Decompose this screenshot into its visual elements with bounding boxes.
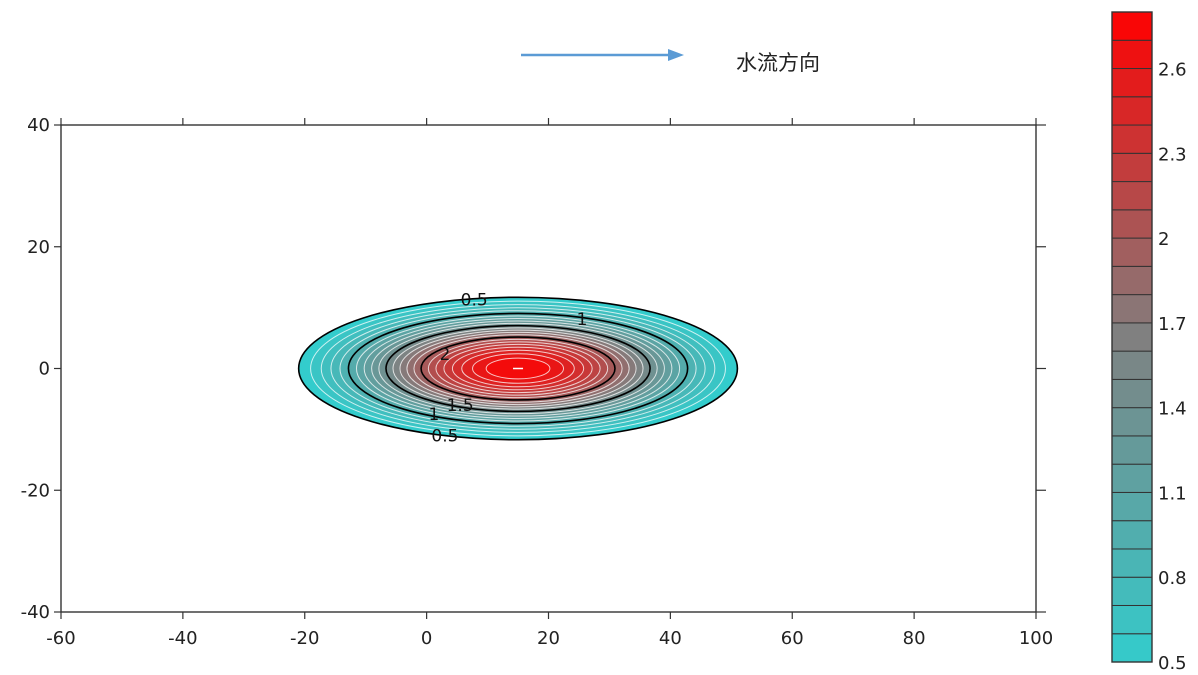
colorbar-segment [1111, 11, 1153, 41]
colorbar-segment [1111, 209, 1153, 239]
colorbar-segment [1111, 576, 1153, 606]
y-tick-label: -40 [21, 602, 50, 623]
x-tick-label: -60 [46, 628, 75, 649]
y-tick-label: 0 [39, 359, 50, 380]
y-tick-label: 20 [27, 237, 50, 258]
colorbar-tick-label: 2 [1158, 229, 1169, 250]
y-tick-label: -20 [21, 480, 50, 501]
colorbar-tick-label: 1.1 [1158, 483, 1187, 504]
colorbar-frame [1111, 11, 1153, 663]
colorbar-segment [1111, 294, 1153, 324]
colorbar-tick-label: 2.6 [1158, 60, 1187, 81]
x-tick-label: 40 [659, 628, 682, 649]
contour-label: 1 [429, 405, 440, 425]
colorbar-segment [1111, 633, 1153, 663]
colorbar-segment [1111, 378, 1153, 409]
x-tick-label: 20 [537, 628, 560, 649]
colorbar-segment [1111, 265, 1153, 296]
plot-axes: -60 -40 -20 0 20 40 60 80 100 -40 -20 0 20 40 [21, 115, 1054, 649]
contour-label: 2 [439, 345, 450, 365]
colorbar-segment [1111, 39, 1153, 70]
x-tick-label: -40 [168, 628, 197, 649]
colorbar-segment [1111, 124, 1153, 154]
colorbar-segment [1111, 463, 1153, 493]
x-tick-label: 0 [421, 628, 432, 649]
colorbar-segment [1111, 435, 1153, 465]
contour-label: 0.5 [431, 427, 458, 447]
colorbar-segment [1111, 322, 1153, 352]
colorbar-tick-label: 1.7 [1158, 314, 1187, 335]
colorbar: 0.5 0.8 1.1 1.4 1.7 2 2.3 2.6 [1111, 11, 1187, 674]
flow-direction-arrow-icon [521, 49, 684, 61]
colorbar-segment [1111, 350, 1153, 380]
colorbar-segment [1111, 548, 1153, 578]
y-tick-label: 40 [27, 115, 50, 136]
colorbar-segment [1111, 491, 1153, 522]
x-tick-label: 80 [903, 628, 926, 649]
colorbar-tick-label: 1.4 [1158, 399, 1187, 420]
contour-label: 1.5 [447, 396, 474, 416]
x-tick-label: -20 [290, 628, 319, 649]
contour-label: 1 [577, 310, 588, 330]
colorbar-segment [1111, 68, 1153, 98]
colorbar-segment [1111, 520, 1153, 550]
colorbar-segment [1111, 152, 1153, 183]
colorbar-tick-label: 2.3 [1158, 144, 1187, 165]
colorbar-segment [1111, 96, 1153, 126]
contour-label: 0.5 [461, 290, 488, 310]
flow-direction-label: 水流方向 [736, 51, 820, 75]
colorbar-tick-label: 0.8 [1158, 568, 1187, 589]
colorbar-segment [1111, 407, 1153, 437]
colorbar-segment [1111, 604, 1153, 635]
x-tick-label: 60 [781, 628, 804, 649]
colorbar-segment [1111, 237, 1153, 267]
colorbar-segment [1111, 181, 1153, 211]
colorbar-tick-label: 0.5 [1158, 653, 1187, 674]
x-tick-label: 100 [1019, 628, 1053, 649]
